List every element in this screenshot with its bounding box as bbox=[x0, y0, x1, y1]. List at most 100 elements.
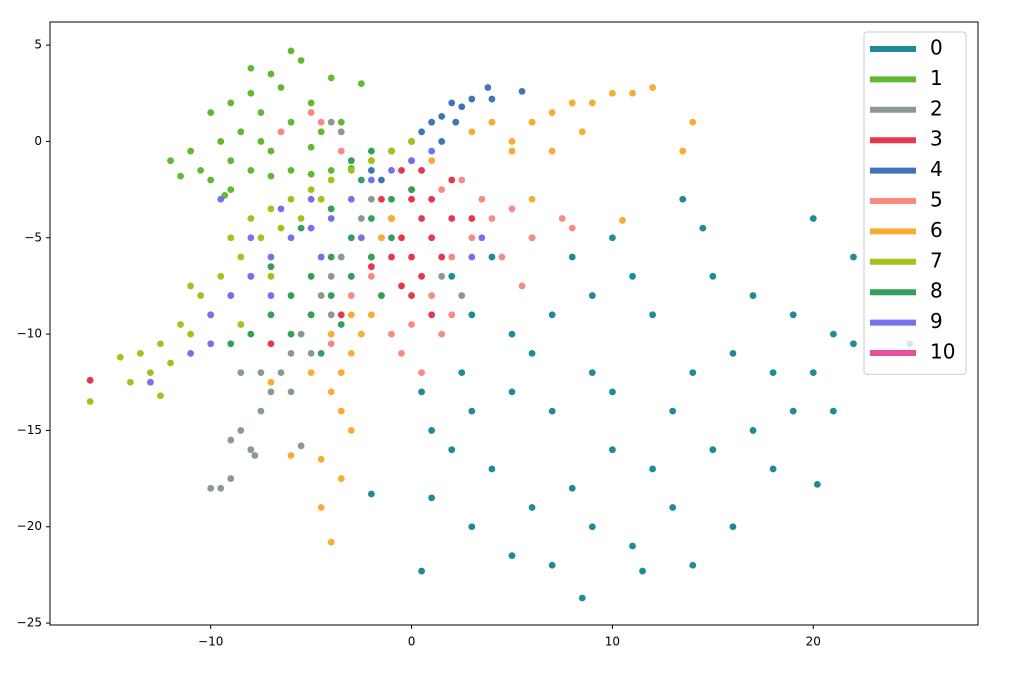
point bbox=[297, 215, 305, 222]
point bbox=[227, 475, 235, 482]
point bbox=[448, 311, 456, 319]
point bbox=[237, 427, 245, 434]
point bbox=[337, 407, 345, 415]
point bbox=[568, 253, 576, 261]
point bbox=[347, 234, 355, 242]
point bbox=[629, 542, 636, 550]
point bbox=[337, 311, 345, 319]
point bbox=[287, 349, 295, 357]
point bbox=[448, 253, 456, 261]
point bbox=[367, 311, 375, 319]
point bbox=[528, 118, 536, 126]
point bbox=[548, 109, 556, 116]
point bbox=[367, 166, 375, 174]
point bbox=[388, 147, 395, 155]
point bbox=[418, 215, 426, 222]
point bbox=[167, 157, 174, 165]
point bbox=[307, 186, 315, 194]
point bbox=[257, 369, 265, 377]
point bbox=[398, 282, 405, 290]
point bbox=[307, 109, 315, 116]
point bbox=[267, 292, 275, 299]
point bbox=[729, 349, 737, 357]
point bbox=[568, 99, 576, 107]
point bbox=[428, 157, 436, 165]
point bbox=[227, 292, 235, 299]
legend-label: 10 bbox=[930, 340, 955, 364]
point bbox=[337, 369, 345, 377]
point bbox=[327, 166, 335, 174]
point bbox=[347, 427, 355, 434]
point bbox=[86, 398, 94, 405]
point bbox=[428, 118, 436, 126]
point bbox=[468, 523, 476, 531]
point bbox=[508, 330, 516, 338]
point bbox=[357, 234, 365, 242]
point bbox=[639, 567, 646, 575]
point bbox=[327, 340, 335, 348]
point bbox=[408, 186, 415, 194]
point bbox=[850, 253, 857, 261]
point bbox=[508, 138, 516, 145]
point bbox=[297, 224, 305, 232]
legend-label: 3 bbox=[930, 127, 943, 151]
point bbox=[468, 128, 476, 136]
point bbox=[398, 349, 405, 357]
point bbox=[468, 215, 476, 222]
point bbox=[518, 282, 526, 290]
point bbox=[438, 112, 446, 120]
point bbox=[448, 446, 456, 454]
point bbox=[317, 455, 325, 463]
point bbox=[327, 253, 335, 261]
point bbox=[367, 215, 375, 222]
point bbox=[568, 484, 576, 492]
point bbox=[307, 195, 315, 203]
point bbox=[217, 272, 225, 280]
point bbox=[418, 388, 426, 396]
y-tick-label: 5 bbox=[34, 38, 42, 52]
legend-label: 0 bbox=[930, 36, 943, 60]
point bbox=[267, 147, 275, 155]
y-tick-label: −10 bbox=[17, 327, 42, 341]
point bbox=[317, 128, 325, 136]
legend-label: 5 bbox=[930, 188, 943, 212]
point bbox=[528, 234, 536, 242]
point bbox=[287, 330, 295, 338]
y-tick-label: −15 bbox=[17, 423, 42, 437]
point bbox=[257, 109, 265, 116]
point bbox=[588, 369, 596, 377]
point bbox=[578, 128, 586, 136]
point bbox=[247, 166, 255, 174]
point bbox=[277, 224, 285, 232]
point bbox=[408, 195, 415, 203]
point bbox=[528, 349, 536, 357]
point bbox=[468, 253, 476, 261]
point bbox=[789, 311, 797, 319]
point bbox=[347, 272, 355, 280]
point bbox=[609, 446, 616, 454]
legend: 0 1 2 3 4 5 6 7 8 9 10 bbox=[863, 31, 967, 375]
point bbox=[629, 89, 636, 97]
point bbox=[789, 407, 797, 415]
point bbox=[588, 99, 596, 107]
point bbox=[468, 407, 476, 415]
y-tick-label: −5 bbox=[24, 230, 42, 244]
x-tick-label: 0 bbox=[408, 635, 416, 649]
point bbox=[679, 195, 687, 203]
point bbox=[187, 147, 195, 155]
point bbox=[237, 369, 245, 377]
point bbox=[177, 172, 184, 180]
point bbox=[277, 128, 285, 136]
point bbox=[378, 195, 385, 203]
y-tick-label: 0 bbox=[34, 134, 42, 148]
point bbox=[548, 311, 556, 319]
point bbox=[297, 330, 305, 338]
point bbox=[207, 176, 215, 184]
point bbox=[257, 407, 265, 415]
point bbox=[528, 195, 536, 203]
point bbox=[247, 64, 255, 72]
point bbox=[347, 195, 355, 203]
point bbox=[769, 369, 777, 377]
